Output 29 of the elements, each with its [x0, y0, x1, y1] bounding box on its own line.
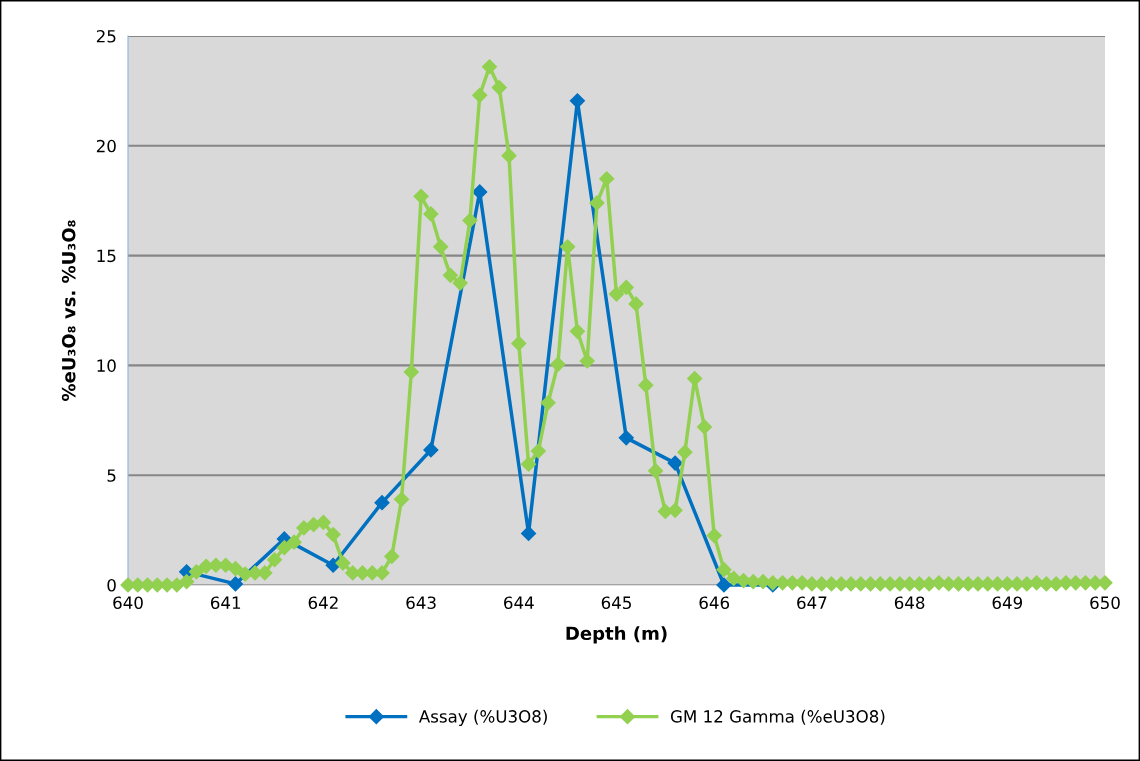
y-tick-label: 25: [96, 29, 116, 43]
y-tick-label: 15: [97, 249, 116, 263]
x-tick-label: 650: [1090, 596, 1120, 610]
x-tick-label: 644: [504, 596, 534, 610]
point: [569, 93, 585, 109]
y-tick-label: 20: [96, 139, 116, 153]
legend-label: Assay (%U3O8): [418, 709, 547, 726]
point: [374, 495, 390, 511]
point: [618, 430, 634, 446]
y-tick-label: 5: [107, 469, 116, 482]
x-axis-title: Depth (m): [566, 626, 667, 644]
y-tick-label: 0: [107, 578, 116, 592]
x-tick-label: 649: [992, 596, 1023, 610]
x-tick-label: 645: [601, 596, 631, 610]
x-tick-label: 646: [699, 596, 730, 610]
x-tick-label: 641: [210, 596, 241, 610]
y-tick-label: 10: [97, 359, 116, 372]
x-tick-label: 648: [894, 596, 925, 610]
point: [227, 576, 244, 592]
legend-label: GM 12 Gamma (%eU3O8): [670, 709, 885, 725]
x-tick-label: 647: [797, 596, 827, 610]
point: [423, 442, 439, 458]
point: [472, 184, 488, 200]
point: [716, 577, 732, 593]
point: [667, 455, 683, 471]
x-tick-label: 642: [308, 596, 338, 610]
x-tick-label: 643: [406, 596, 436, 610]
y-axis-title: %eU₃O₈ vs. %U₃O₈: [61, 220, 76, 401]
x-tick-label: 640: [113, 596, 143, 610]
